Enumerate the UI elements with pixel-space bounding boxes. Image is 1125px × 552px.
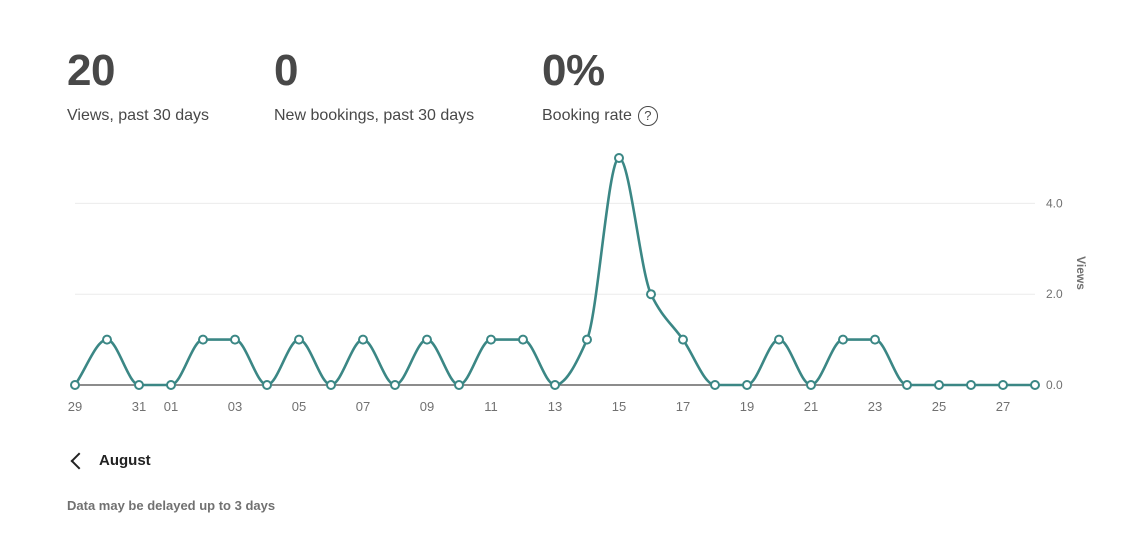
x-tick-label: 23 [868, 399, 882, 414]
x-tick-label: 05 [292, 399, 306, 414]
data-point [518, 334, 528, 345]
x-tick-label: 31 [132, 399, 146, 414]
x-tick-label: 15 [612, 399, 626, 414]
stat-views: 20 Views, past 30 days [67, 46, 209, 126]
y-axis-label: Views [1074, 256, 1088, 290]
y-tick-label: 2.0 [1046, 287, 1063, 301]
x-tick-label: 07 [356, 399, 370, 414]
data-point [1030, 380, 1040, 390]
data-point [230, 334, 240, 345]
data-point [838, 334, 848, 345]
x-tick-label: 03 [228, 399, 242, 414]
x-tick-label: 09 [420, 399, 434, 414]
question-circle-icon[interactable]: ? [637, 106, 658, 126]
data-point [326, 380, 336, 390]
data-point [582, 334, 592, 345]
data-delay-note: Data may be delayed up to 3 days [67, 498, 276, 513]
data-point [486, 334, 496, 345]
stat-booking-rate-label: Booking rate ? [542, 106, 658, 126]
stat-booking-rate-label-text: Booking rate [542, 107, 632, 124]
stat-views-label-text: Views, past 30 days [67, 107, 210, 124]
data-point [358, 334, 368, 345]
stat-booking-rate-value: 0% [542, 46, 605, 95]
views-line-chart: 0.0 2.0 4.0 Views 29 31 01 03 05 07 09 11 13 15 17 19 21… [68, 153, 1088, 414]
data-point [102, 334, 112, 345]
x-tick-label: 21 [804, 399, 818, 414]
y-tick-label: 4.0 [1046, 196, 1063, 210]
data-point [550, 380, 560, 390]
stat-views-value: 20 [67, 46, 115, 95]
stat-bookings: 0 New bookings, past 30 days [274, 46, 474, 126]
data-point [422, 334, 432, 345]
month-label: August [99, 452, 151, 469]
x-tick-label: 01 [164, 399, 178, 414]
data-point [774, 334, 784, 345]
stat-views-label: Views, past 30 days [67, 106, 209, 126]
data-point [934, 380, 944, 390]
data-point [454, 380, 464, 390]
x-tick-label: 17 [676, 399, 690, 414]
data-point [902, 380, 912, 390]
data-point [870, 334, 880, 345]
x-tick-label: 13 [548, 399, 562, 414]
data-point [134, 380, 144, 390]
data-point [678, 334, 688, 345]
data-point [198, 334, 208, 345]
stat-bookings-value: 0 [274, 46, 298, 95]
stat-bookings-label: New bookings, past 30 days [274, 106, 474, 126]
data-point [390, 380, 400, 390]
data-point [806, 380, 816, 390]
data-point [646, 289, 656, 300]
data-point [998, 380, 1008, 390]
views-series-line [73, 156, 1035, 387]
x-tick-label: 11 [484, 399, 498, 414]
data-point [70, 380, 80, 390]
data-point [262, 380, 272, 390]
stat-booking-rate: 0% Booking rate ? [542, 46, 658, 126]
chevron-left-icon [70, 452, 88, 469]
x-tick-label: 25 [932, 399, 946, 414]
stat-bookings-label-text: New bookings, past 30 days [274, 107, 475, 124]
data-point [742, 380, 752, 390]
previous-month-button[interactable]: August [67, 452, 151, 469]
data-point [166, 380, 176, 390]
data-point [614, 153, 624, 163]
data-point [966, 380, 976, 390]
y-tick-label: 0.0 [1046, 378, 1063, 392]
x-tick-label: 27 [996, 399, 1010, 414]
x-tick-label: 29 [68, 399, 82, 414]
x-tick-label: 19 [740, 399, 754, 414]
data-point [710, 380, 720, 390]
data-point [294, 334, 304, 345]
